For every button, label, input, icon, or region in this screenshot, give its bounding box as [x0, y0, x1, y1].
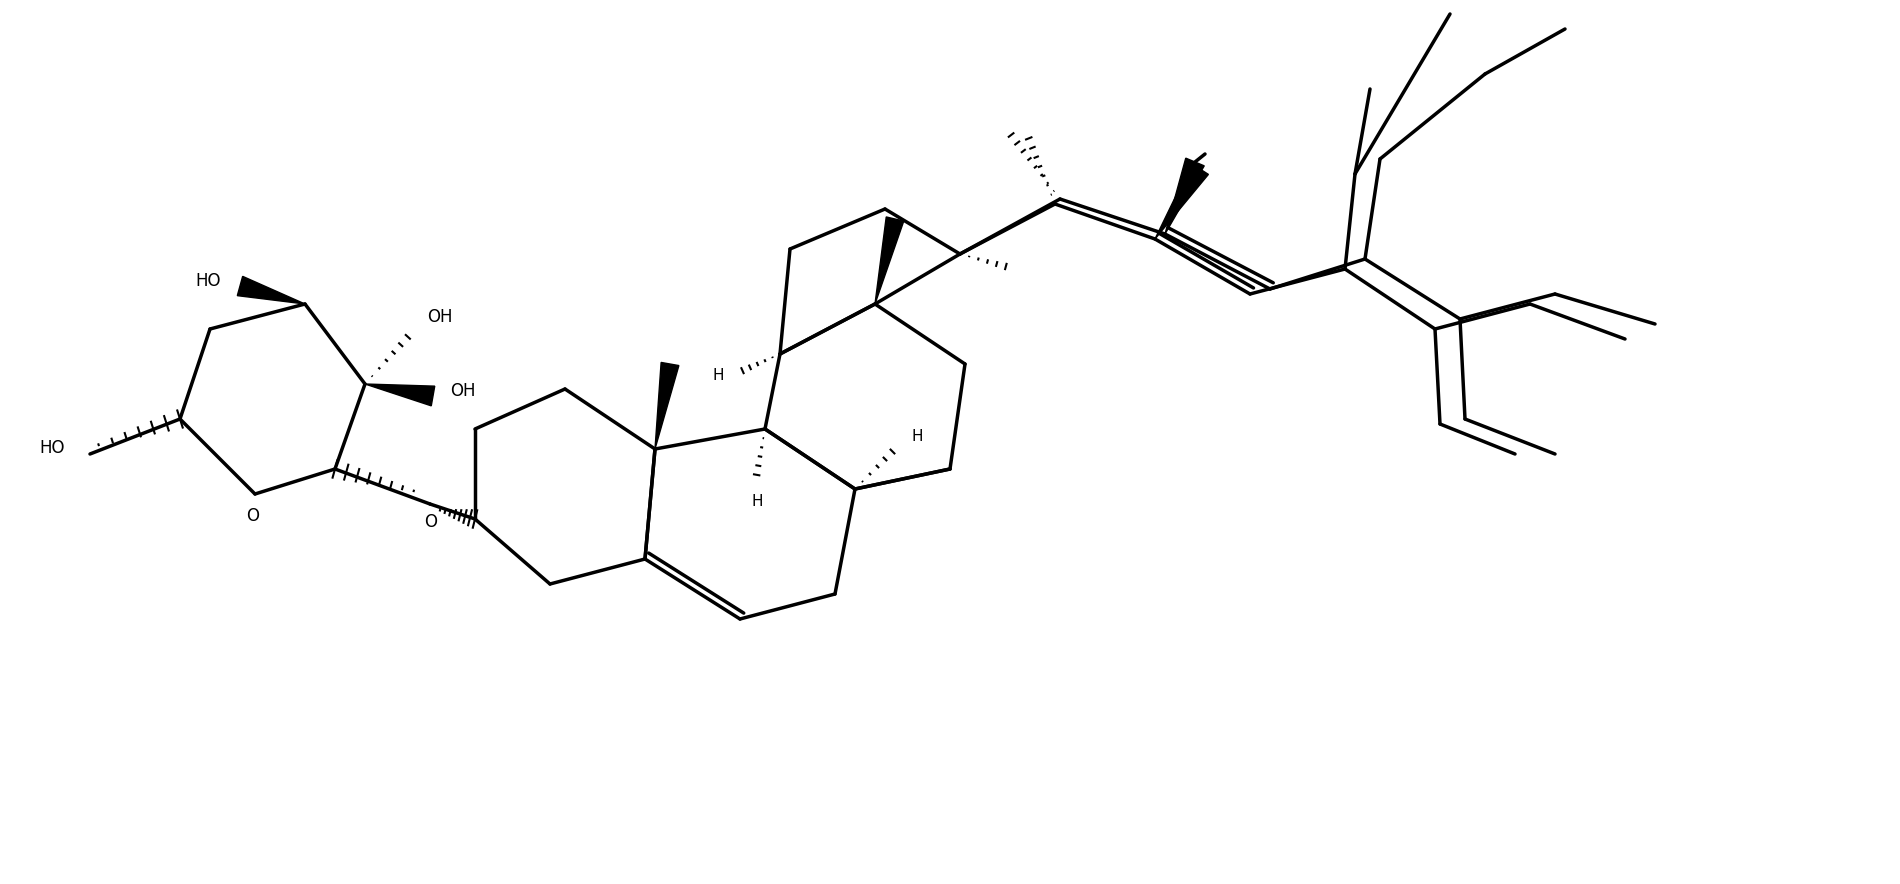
Text: HO: HO [40, 439, 65, 457]
Text: O: O [247, 507, 260, 525]
Text: OH: OH [428, 308, 452, 326]
Text: HO: HO [196, 272, 220, 290]
Text: OH: OH [450, 382, 475, 400]
Polygon shape [1155, 164, 1208, 239]
Text: H: H [712, 369, 724, 384]
Polygon shape [365, 384, 435, 406]
Text: O: O [424, 513, 437, 531]
Text: H: H [750, 493, 762, 508]
Polygon shape [656, 362, 678, 449]
Polygon shape [238, 277, 306, 304]
Polygon shape [876, 217, 904, 304]
Text: H: H [912, 430, 923, 445]
Polygon shape [1165, 158, 1205, 234]
